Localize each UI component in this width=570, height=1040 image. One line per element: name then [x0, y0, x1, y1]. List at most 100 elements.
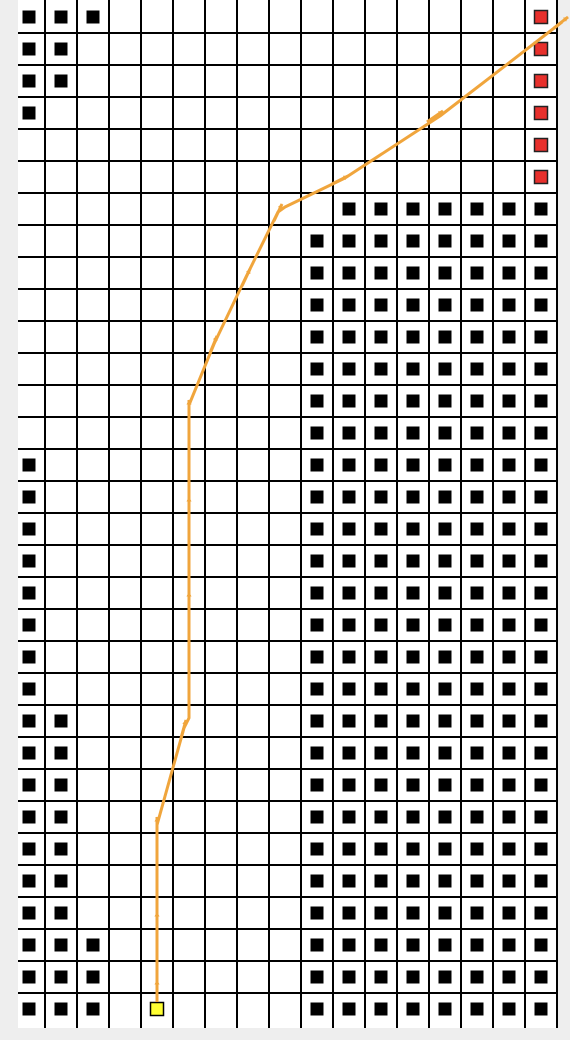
obstacle-cell	[374, 682, 388, 696]
obstacle-cell	[406, 330, 420, 344]
obstacle-cell	[342, 490, 356, 504]
obstacle-cell	[374, 490, 388, 504]
obstacle-cell	[502, 394, 516, 408]
obstacle-cell	[374, 394, 388, 408]
obstacle-cell	[438, 330, 452, 344]
obstacle-cell	[406, 682, 420, 696]
obstacle-cell	[86, 970, 100, 984]
goal-cell	[533, 137, 549, 153]
obstacle-cell	[470, 586, 484, 600]
obstacle-cell	[310, 714, 324, 728]
obstacle-cell	[54, 746, 68, 760]
obstacle-cell	[342, 458, 356, 472]
obstacle-cell	[534, 586, 548, 600]
obstacle-cell	[534, 746, 548, 760]
obstacle-cell	[534, 842, 548, 856]
obstacle-cell	[406, 234, 420, 248]
obstacle-cell	[54, 938, 68, 952]
obstacle-cell	[310, 970, 324, 984]
obstacle-cell	[470, 714, 484, 728]
obstacle-cell	[438, 234, 452, 248]
obstacle-cell	[22, 42, 36, 56]
obstacle-cell	[342, 778, 356, 792]
planned-path	[154, 15, 569, 1002]
obstacle-cell	[22, 746, 36, 760]
obstacle-cell	[310, 746, 324, 760]
obstacle-cell	[470, 362, 484, 376]
obstacle-cell	[374, 298, 388, 312]
obstacle-cell	[438, 970, 452, 984]
obstacle-cell	[470, 906, 484, 920]
obstacle-cell	[438, 490, 452, 504]
obstacle-cell	[310, 426, 324, 440]
obstacle-cell	[438, 458, 452, 472]
obstacle-cell	[406, 906, 420, 920]
obstacle-cell	[534, 234, 548, 248]
obstacle-cell	[406, 810, 420, 824]
obstacle-cell	[22, 522, 36, 536]
obstacle-cell	[502, 842, 516, 856]
obstacle-cell	[54, 842, 68, 856]
obstacle-cell	[502, 778, 516, 792]
obstacle-cell	[470, 842, 484, 856]
obstacle-cell	[342, 874, 356, 888]
obstacle-cell	[374, 842, 388, 856]
obstacle-cell	[534, 330, 548, 344]
path-line	[155, 20, 563, 1002]
obstacle-cell	[438, 810, 452, 824]
obstacle-cell	[534, 938, 548, 952]
obstacle-cell	[470, 938, 484, 952]
obstacle-cell	[374, 906, 388, 920]
obstacle-cell	[406, 298, 420, 312]
obstacle-cell	[342, 394, 356, 408]
obstacle-cell	[470, 554, 484, 568]
obstacle-cell	[406, 970, 420, 984]
obstacle-cell	[342, 618, 356, 632]
obstacle-cell	[374, 330, 388, 344]
obstacle-cell	[22, 970, 36, 984]
obstacle-cell	[22, 682, 36, 696]
obstacle-cell	[502, 650, 516, 664]
obstacle-cell	[534, 682, 548, 696]
obstacle-cell	[406, 618, 420, 632]
obstacle-cell	[54, 1002, 68, 1016]
obstacle-cell	[502, 906, 516, 920]
obstacle-cell	[438, 842, 452, 856]
obstacle-cell	[438, 682, 452, 696]
goal-cell	[533, 73, 549, 89]
obstacle-cell	[22, 106, 36, 120]
obstacle-cell	[54, 778, 68, 792]
obstacle-cell	[374, 554, 388, 568]
obstacle-cell	[534, 266, 548, 280]
obstacle-cell	[406, 650, 420, 664]
obstacle-cell	[22, 490, 36, 504]
obstacle-cell	[22, 778, 36, 792]
path-arrow	[240, 268, 252, 287]
obstacle-cell	[54, 906, 68, 920]
obstacle-cell	[502, 554, 516, 568]
obstacle-cell	[54, 874, 68, 888]
obstacle-cell	[342, 1002, 356, 1016]
obstacle-cell	[310, 330, 324, 344]
obstacle-cell	[374, 426, 388, 440]
obstacle-cell	[22, 458, 36, 472]
obstacle-cell	[534, 394, 548, 408]
obstacle-cell	[342, 426, 356, 440]
obstacle-cell	[374, 650, 388, 664]
obstacle-cell	[534, 554, 548, 568]
obstacle-cell	[374, 618, 388, 632]
obstacle-cell	[502, 970, 516, 984]
goal-cell	[533, 9, 549, 25]
obstacle-cell	[22, 650, 36, 664]
obstacle-cell	[310, 586, 324, 600]
obstacle-cell	[310, 234, 324, 248]
obstacle-cell	[502, 1002, 516, 1016]
obstacle-cell	[470, 426, 484, 440]
goal-cell	[533, 41, 549, 57]
obstacle-cell	[54, 10, 68, 24]
obstacle-cell	[310, 554, 324, 568]
obstacle-cell	[22, 810, 36, 824]
obstacle-cell	[22, 586, 36, 600]
obstacle-cell	[342, 362, 356, 376]
